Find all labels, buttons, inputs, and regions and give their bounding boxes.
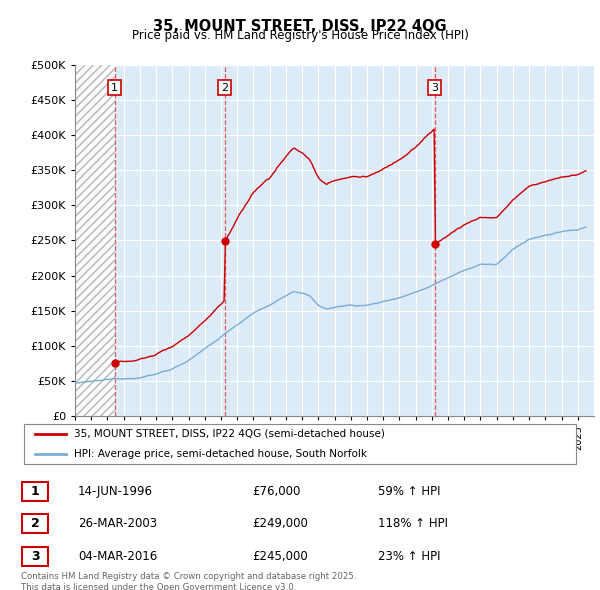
Text: £249,000: £249,000 xyxy=(252,517,308,530)
Text: 26-MAR-2003: 26-MAR-2003 xyxy=(78,517,157,530)
Text: £245,000: £245,000 xyxy=(252,549,308,563)
Text: 04-MAR-2016: 04-MAR-2016 xyxy=(78,549,157,563)
Text: 35, MOUNT STREET, DISS, IP22 4QG (semi-detached house): 35, MOUNT STREET, DISS, IP22 4QG (semi-d… xyxy=(74,429,385,439)
Text: Price paid vs. HM Land Registry's House Price Index (HPI): Price paid vs. HM Land Registry's House … xyxy=(131,30,469,42)
Text: 3: 3 xyxy=(431,83,438,93)
Text: 1: 1 xyxy=(111,83,118,93)
Text: 1: 1 xyxy=(31,484,40,498)
Text: 35, MOUNT STREET, DISS, IP22 4QG: 35, MOUNT STREET, DISS, IP22 4QG xyxy=(153,19,447,34)
Text: 59% ↑ HPI: 59% ↑ HPI xyxy=(378,484,440,498)
FancyBboxPatch shape xyxy=(22,514,49,533)
FancyBboxPatch shape xyxy=(22,546,49,566)
Text: 3: 3 xyxy=(31,549,40,563)
Text: £76,000: £76,000 xyxy=(252,484,301,498)
FancyBboxPatch shape xyxy=(22,481,49,501)
FancyBboxPatch shape xyxy=(24,424,576,464)
Text: Contains HM Land Registry data © Crown copyright and database right 2025.
This d: Contains HM Land Registry data © Crown c… xyxy=(21,572,356,590)
Text: 2: 2 xyxy=(31,517,40,530)
Text: HPI: Average price, semi-detached house, South Norfolk: HPI: Average price, semi-detached house,… xyxy=(74,449,367,459)
Text: 23% ↑ HPI: 23% ↑ HPI xyxy=(378,549,440,563)
Text: 14-JUN-1996: 14-JUN-1996 xyxy=(78,484,153,498)
Text: 2: 2 xyxy=(221,83,228,93)
Text: 118% ↑ HPI: 118% ↑ HPI xyxy=(378,517,448,530)
